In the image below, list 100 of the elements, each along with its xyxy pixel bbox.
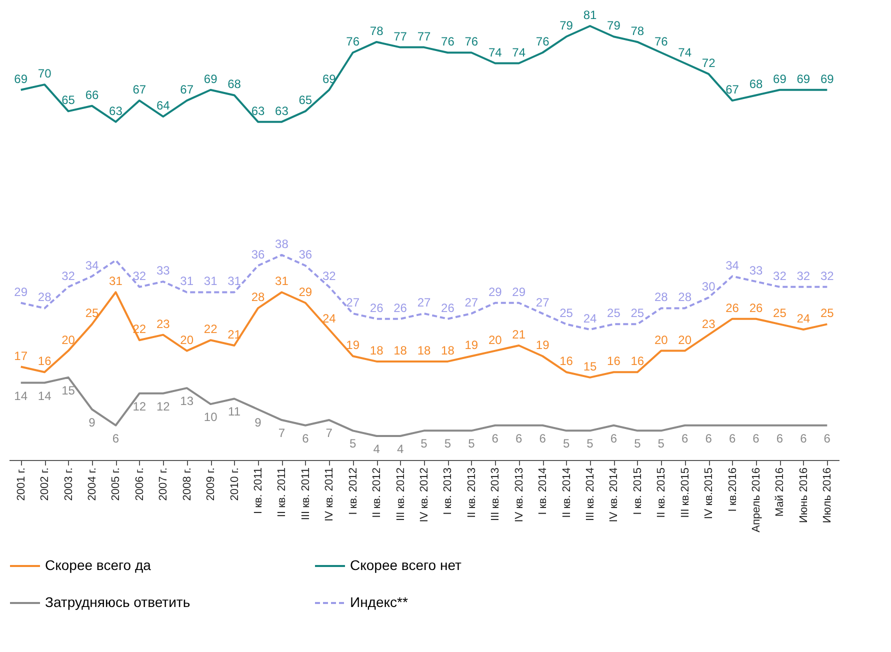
x-tick-label: 2007 г. bbox=[158, 468, 170, 501]
x-tick-label: II кв. 2014 bbox=[560, 468, 573, 518]
data-label: 31 bbox=[109, 274, 123, 288]
x-tick-label: 2003 г. bbox=[62, 468, 75, 501]
x-tick-label: II кв. 2011 bbox=[276, 468, 288, 518]
data-label: 78 bbox=[630, 24, 644, 38]
data-label: 29 bbox=[298, 284, 312, 299]
x-tick-label: III кв. 2013 bbox=[490, 468, 502, 521]
data-label: 74 bbox=[488, 45, 502, 60]
data-label: 13 bbox=[180, 394, 194, 408]
data-label: 5 bbox=[634, 436, 642, 451]
x-tick-label: II кв. 2012 bbox=[371, 468, 384, 518]
x-tick-label: IV кв. 2012 bbox=[418, 468, 430, 522]
data-label: 24 bbox=[796, 312, 810, 326]
data-label: 31 bbox=[204, 274, 218, 288]
data-label: 26 bbox=[441, 300, 455, 315]
x-tick-label: III кв.2015 bbox=[679, 468, 692, 518]
x-tick-label: II кв. 2013 bbox=[466, 468, 478, 518]
data-label: 70 bbox=[38, 66, 52, 81]
data-label: 28 bbox=[251, 290, 265, 304]
data-label: 81 bbox=[583, 8, 597, 22]
data-label: 16 bbox=[560, 354, 574, 368]
data-label: 79 bbox=[607, 18, 621, 33]
data-label: 69 bbox=[796, 72, 810, 86]
data-label: 6 bbox=[824, 431, 831, 446]
data-label: 20 bbox=[180, 332, 194, 347]
data-label: 19 bbox=[346, 338, 360, 352]
data-label: 29 bbox=[488, 284, 502, 299]
data-label: 19 bbox=[536, 338, 550, 352]
data-label: 5 bbox=[586, 436, 594, 451]
data-label: 25 bbox=[820, 306, 834, 320]
x-tick-label: I кв. 2011 bbox=[252, 468, 264, 514]
x-tick-label: Июнь 2016 bbox=[798, 468, 810, 523]
x-tick-label: 2009 г. bbox=[205, 468, 218, 501]
data-label: 25 bbox=[85, 306, 99, 320]
data-label: 22 bbox=[204, 322, 218, 336]
data-label: 27 bbox=[346, 296, 360, 310]
data-label: 9 bbox=[88, 415, 96, 430]
x-tick-label: IV кв. 2011 bbox=[324, 468, 336, 522]
data-label: 16 bbox=[630, 354, 644, 368]
data-label: 9 bbox=[254, 415, 262, 430]
data-label: 10 bbox=[204, 410, 218, 424]
x-tick-label: IV кв.2015 bbox=[703, 468, 716, 520]
legend-label: Скорее всего да bbox=[45, 557, 152, 573]
data-label: 5 bbox=[562, 436, 570, 451]
data-label: 15 bbox=[62, 383, 76, 398]
data-label: 26 bbox=[370, 300, 384, 315]
data-label: 25 bbox=[630, 306, 644, 320]
x-tick-label: Июль 2016 bbox=[822, 468, 834, 524]
data-label: 66 bbox=[85, 88, 99, 102]
data-label: 38 bbox=[275, 236, 289, 251]
data-label: 68 bbox=[749, 77, 763, 92]
data-label: 26 bbox=[726, 300, 740, 315]
data-label: 15 bbox=[583, 359, 597, 374]
data-label: 23 bbox=[702, 316, 716, 331]
data-label: 25 bbox=[773, 306, 787, 320]
legend-label: Скорее всего нет bbox=[350, 557, 462, 573]
data-label: 31 bbox=[228, 274, 242, 288]
legend-label: Индекс** bbox=[350, 594, 408, 610]
data-label: 5 bbox=[350, 436, 357, 451]
data-label: 6 bbox=[516, 431, 523, 446]
data-label: 32 bbox=[132, 268, 146, 283]
data-label: 67 bbox=[180, 82, 194, 97]
data-label: 65 bbox=[298, 93, 312, 108]
data-label: 14 bbox=[14, 388, 28, 403]
data-label: 26 bbox=[394, 300, 408, 315]
data-label: 6 bbox=[705, 431, 712, 446]
data-label: 27 bbox=[417, 296, 431, 310]
data-label: 6 bbox=[800, 431, 808, 446]
legend-label: Затрудняюсь ответить bbox=[45, 594, 190, 610]
data-label: 63 bbox=[251, 104, 265, 118]
data-label: 76 bbox=[654, 34, 668, 49]
data-label: 6 bbox=[752, 431, 760, 446]
data-label: 24 bbox=[322, 312, 336, 326]
data-label: 24 bbox=[583, 312, 597, 326]
x-tick-label: IV кв. 2014 bbox=[608, 468, 620, 522]
data-label: 4 bbox=[373, 442, 380, 456]
data-label: 32 bbox=[322, 268, 336, 283]
x-tick-label: I кв. 2015 bbox=[632, 468, 644, 515]
data-label: 20 bbox=[488, 332, 502, 347]
data-label: 77 bbox=[394, 29, 408, 44]
data-label: 63 bbox=[109, 104, 123, 118]
data-label: 20 bbox=[654, 332, 668, 347]
x-tick-label: III кв. 2014 bbox=[584, 468, 596, 521]
data-label: 74 bbox=[512, 45, 526, 60]
data-label: 19 bbox=[464, 338, 478, 352]
data-label: 31 bbox=[275, 274, 289, 288]
data-label: 69 bbox=[773, 72, 787, 86]
data-label: 25 bbox=[607, 306, 621, 320]
data-label: 11 bbox=[228, 404, 241, 419]
data-label: 18 bbox=[394, 343, 408, 358]
data-label: 79 bbox=[560, 18, 574, 33]
data-label: 67 bbox=[726, 82, 740, 97]
data-label: 25 bbox=[560, 306, 574, 320]
x-tick-label: 2004 г. bbox=[86, 468, 98, 501]
data-label: 16 bbox=[38, 354, 52, 368]
x-tick-label: 2005 г. bbox=[110, 468, 122, 501]
data-label: 27 bbox=[536, 296, 550, 310]
data-label: 5 bbox=[444, 436, 452, 451]
data-label: 28 bbox=[678, 290, 692, 304]
